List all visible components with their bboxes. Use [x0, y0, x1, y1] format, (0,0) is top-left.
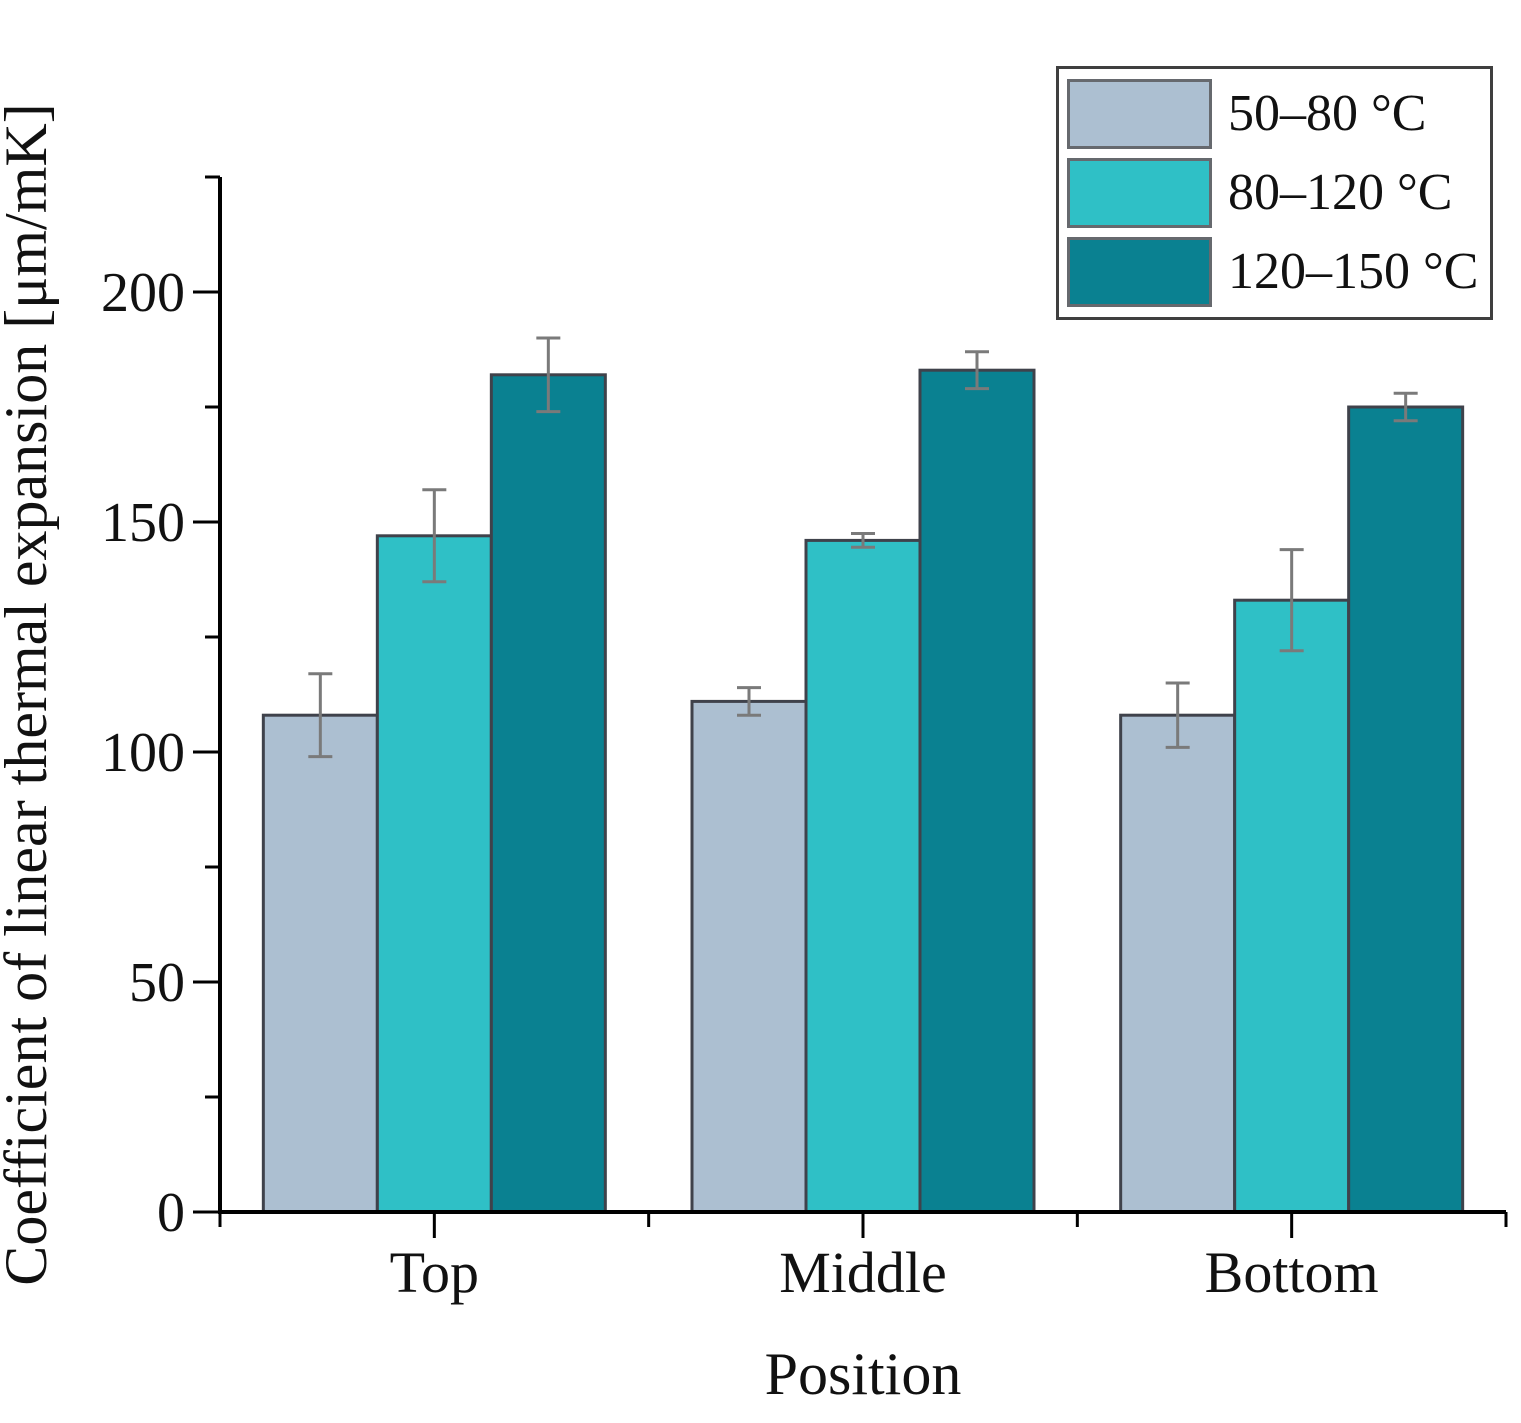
legend-swatch-50-80 — [1067, 79, 1212, 149]
x-axis-title: Position — [765, 1341, 962, 1407]
bar-bottom-series2 — [1347, 405, 1465, 1214]
legend: 50–80 °C 80–120 °C 120–150 °C — [1056, 66, 1493, 320]
bar-bottom-series1 — [1233, 598, 1351, 1214]
legend-swatch-120-150 — [1067, 237, 1212, 307]
legend-label: 120–150 °C — [1228, 243, 1479, 300]
legend-item: 80–120 °C — [1067, 158, 1478, 228]
bar-top-series2 — [489, 373, 607, 1214]
x-tick-label: Middle — [779, 1240, 947, 1305]
bar-middle-series0 — [690, 699, 808, 1214]
bar-middle-series2 — [918, 368, 1036, 1214]
bar-bottom-series0 — [1119, 713, 1237, 1214]
legend-item: 50–80 °C — [1067, 79, 1478, 149]
y-tick-label: 0 — [157, 1182, 185, 1244]
x-tick-label: Bottom — [1205, 1240, 1379, 1305]
y-tick-label: 150 — [101, 492, 185, 554]
y-tick-label: 200 — [101, 262, 185, 324]
y-tick-label: 100 — [101, 722, 185, 784]
y-axis-title: Coefficient of linear thermal expansion … — [0, 103, 59, 1285]
legend-label: 50–80 °C — [1228, 85, 1427, 142]
bar-top-series0 — [261, 713, 379, 1214]
legend-swatch-80-120 — [1067, 158, 1212, 228]
legend-label: 80–120 °C — [1228, 164, 1453, 221]
legend-item: 120–150 °C — [1067, 237, 1478, 307]
bar-top-series1 — [375, 534, 493, 1214]
x-tick-label: Top — [390, 1240, 479, 1305]
bar-middle-series1 — [804, 538, 922, 1214]
y-tick-label: 50 — [129, 952, 185, 1014]
